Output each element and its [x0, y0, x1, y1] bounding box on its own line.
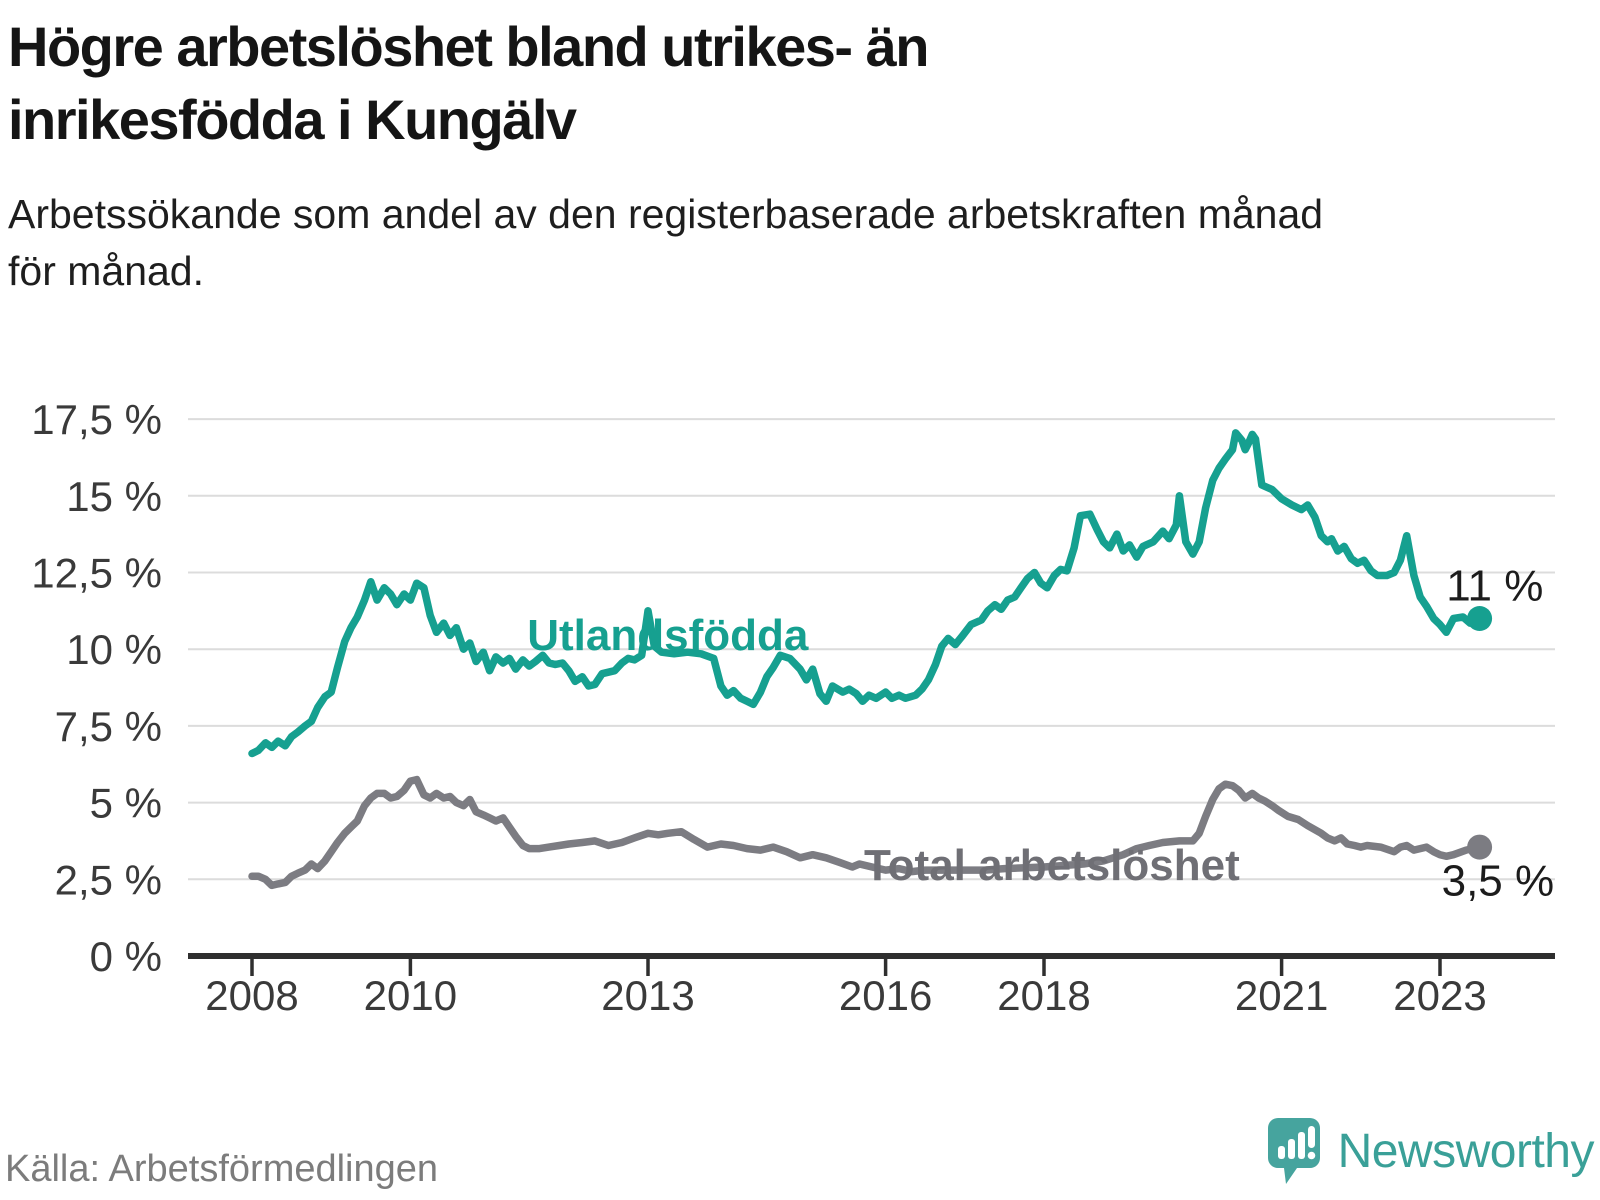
- chart-title-line2: inrikesfödda i Kungälv: [8, 88, 577, 151]
- logo-bar-mid: [1287, 1139, 1295, 1159]
- brand-wordmark: Newsworthy: [1337, 1124, 1595, 1178]
- y-axis-label: 17,5 %: [31, 396, 162, 443]
- newsworthy-bubble-icon: [1267, 1118, 1320, 1184]
- y-axis-label: 12,5 %: [31, 550, 162, 597]
- series-label-total: Total arbetslöshet: [864, 841, 1240, 890]
- y-axis-label: 5 %: [90, 780, 162, 827]
- x-axis-label: 2021: [1235, 972, 1328, 1019]
- chart-title: Högre arbetslöshet bland utrikes- än inr…: [8, 10, 929, 156]
- x-axis-label: 2008: [205, 972, 298, 1019]
- y-axis-label: 0 %: [90, 933, 162, 980]
- logo-exclamation-stem: [1307, 1126, 1315, 1148]
- y-axis-label: 10 %: [66, 626, 162, 673]
- x-axis-label: 2016: [839, 972, 932, 1019]
- series-label-utlandsfodda: Utlandsfödda: [527, 611, 809, 660]
- newsworthy-logo: Newsworthy: [1267, 1118, 1595, 1184]
- logo-bar-tall: [1297, 1132, 1305, 1159]
- series-end-dot-total: [1467, 834, 1493, 860]
- chart-subtitle-line2: för månad.: [8, 248, 204, 294]
- x-axis-label: 2010: [364, 972, 457, 1019]
- source-note: Källa: Arbetsförmedlingen: [5, 1148, 439, 1190]
- y-axis-label: 7,5 %: [55, 703, 162, 750]
- series-line-total: [248, 775, 1484, 890]
- chart-subtitle-line1: Arbetssökande som andel av den registerb…: [8, 191, 1324, 237]
- series-end-value-utlandsfodda: 11 %: [1446, 562, 1543, 611]
- series-end-value-total: 3,5 %: [1442, 856, 1555, 905]
- logo-exclamation-dot: [1307, 1151, 1315, 1160]
- y-axis-label: 15 %: [66, 473, 162, 520]
- y-axis-label: 2,5 %: [55, 856, 162, 903]
- series-end-dot-utlandsfodda: [1467, 606, 1493, 631]
- logo-bar-short: [1277, 1146, 1285, 1159]
- chart-subtitle: Arbetssökande som andel av den registerb…: [8, 186, 1323, 300]
- x-axis-label: 2023: [1393, 972, 1486, 1019]
- x-axis-label: 2013: [601, 972, 694, 1019]
- chart-title-line1: Högre arbetslöshet bland utrikes- än: [8, 15, 929, 78]
- series-line-utlandsfodda: [248, 429, 1484, 758]
- x-axis-label: 2018: [997, 972, 1090, 1019]
